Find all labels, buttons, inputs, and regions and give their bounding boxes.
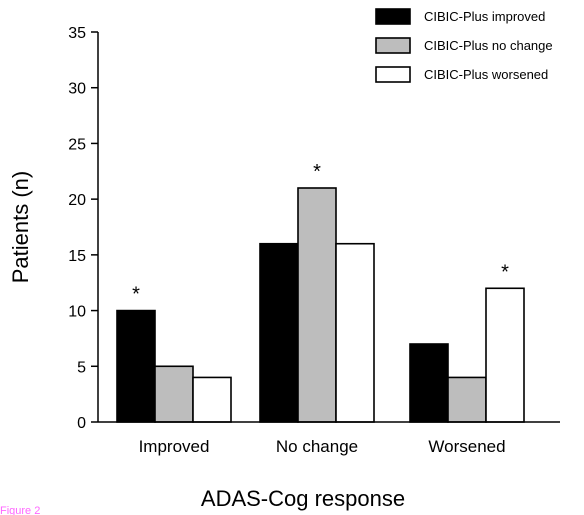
legend: CIBIC-Plus improved CIBIC-Plus no change C… <box>375 8 553 83</box>
y-axis-ticks: 0 5 10 15 20 25 30 35 <box>68 25 98 432</box>
y-tick-label: 0 <box>77 415 86 432</box>
significance-star: * <box>501 261 509 283</box>
y-tick-label: 5 <box>77 359 86 376</box>
y-axis-title: Patients (n) <box>8 171 33 284</box>
x-tick-label: No change <box>276 437 358 456</box>
bar-worsened-3 <box>485 287 525 423</box>
bar-no-change-1 <box>259 242 299 423</box>
legend-swatch <box>375 66 411 83</box>
x-axis-ticks: Improved No change Worsened <box>139 437 506 456</box>
bar-improved-1 <box>116 309 156 423</box>
bar-no-change-3 <box>335 242 375 423</box>
legend-label: CIBIC-Plus worsened <box>424 67 548 82</box>
y-tick-label: 25 <box>68 136 86 153</box>
bar-improved-3 <box>192 376 232 423</box>
legend-swatch <box>375 37 411 54</box>
bar-worsened-1 <box>409 343 449 423</box>
legend-label: CIBIC-Plus improved <box>424 9 545 24</box>
y-tick-label: 10 <box>68 304 86 321</box>
x-tick-label: Improved <box>139 437 210 456</box>
figure-caption: Figure 2 <box>0 505 40 515</box>
y-tick-label: 35 <box>68 25 86 42</box>
bars-group <box>116 187 525 423</box>
bar-no-change-2 <box>297 187 337 423</box>
significance-markers: * * * <box>132 161 509 306</box>
axes-group <box>97 32 560 423</box>
legend-swatch <box>375 8 411 25</box>
significance-star: * <box>313 161 321 183</box>
bar-worsened-2 <box>447 376 487 423</box>
x-axis-title: ADAS-Cog response <box>201 486 405 511</box>
y-tick-label: 30 <box>68 81 86 98</box>
y-tick-label: 20 <box>68 192 86 209</box>
y-tick-label: 15 <box>68 248 86 265</box>
significance-star: * <box>132 284 140 306</box>
bar-improved-2 <box>154 365 194 423</box>
legend-label: CIBIC-Plus no change <box>424 38 553 53</box>
x-tick-label: Worsened <box>428 437 505 456</box>
